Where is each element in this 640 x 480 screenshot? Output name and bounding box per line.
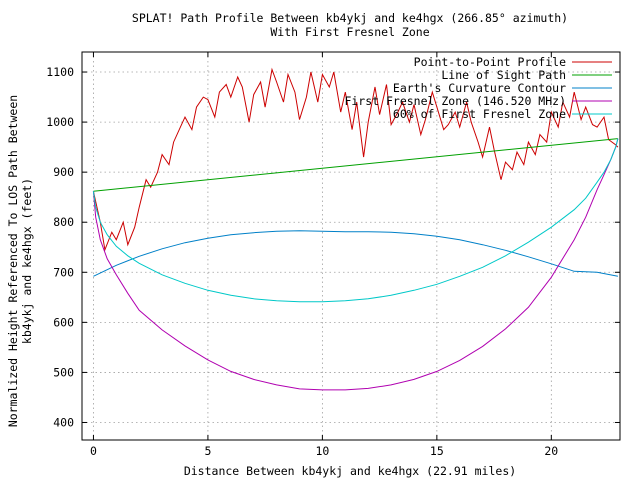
legend-label-2: Earth's Curvature Contour [393,81,566,95]
y-tick-label: 700 [53,265,74,279]
legend-label-3: First Fresnel Zone (146.520 MHz) [344,94,566,108]
legend-label-0: Point-to-Point Profile [414,55,566,69]
series-line-4 [92,138,619,303]
y-tick-label: 1000 [46,115,74,129]
y-tick-label: 600 [53,315,74,329]
chart-title-line1: SPLAT! Path Profile Between kb4ykj and k… [132,11,568,25]
x-tick-label: 0 [90,444,97,458]
series-line-3 [92,138,619,391]
y-axis-label-line2: kb4ykj and ke4hgx (feet) [20,178,34,344]
legend-label-1: Line of Sight Path [441,68,566,82]
y-tick-label: 1100 [46,65,74,79]
grid-layer [82,52,620,440]
x-axis-label: Distance Between kb4ykj and ke4hgx (22.9… [184,464,516,478]
series-layer [92,67,619,391]
series-line-0 [92,67,619,252]
y-axis-label-line1: Normalized Height Referenced To LOS Path… [6,95,20,427]
y-tick-label: 800 [53,215,74,229]
x-tick-label: 5 [204,444,211,458]
axis-layer: 0 5 10 15 20 400 500 600 700 800 900 1000 1100 [46,51,621,458]
series-line-2 [93,230,618,277]
y-tick-label: 900 [53,165,74,179]
x-tick-label: 10 [315,444,329,458]
series-line-1 [93,138,618,192]
y-tick-label: 400 [53,415,74,429]
y-tick-label: 500 [53,365,74,379]
x-tick-label: 20 [544,444,558,458]
chart-title-line2: With First Fresnel Zone [270,25,429,39]
legend-label-4: 60% of First Fresnel Zone [393,107,566,121]
plot-frame [81,51,621,441]
x-tick-label: 15 [430,444,444,458]
